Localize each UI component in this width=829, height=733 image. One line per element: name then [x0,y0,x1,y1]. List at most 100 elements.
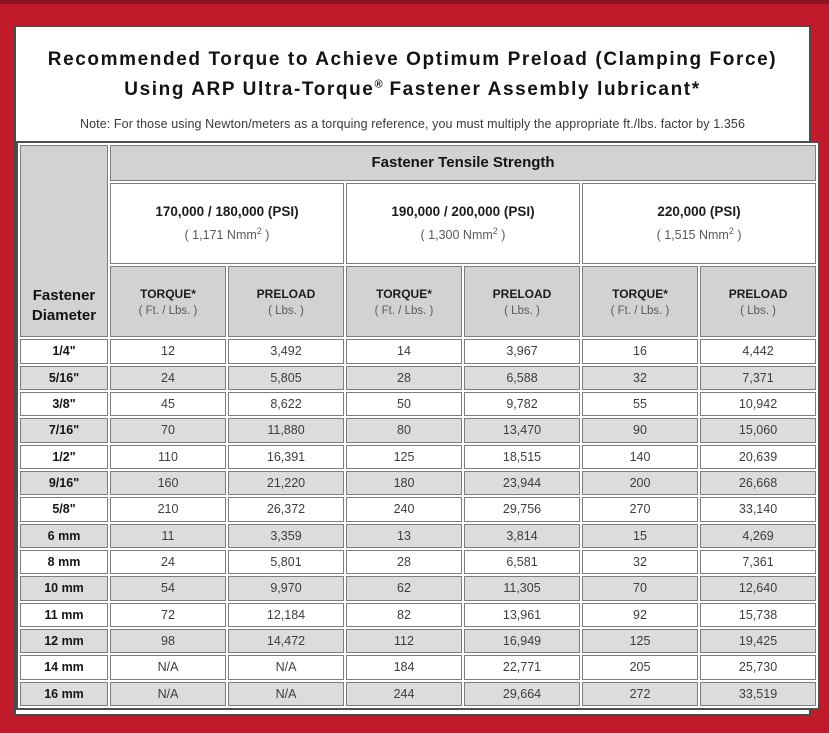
torque-value-cell: 24 [110,365,226,390]
torque-value-cell: 184 [346,655,462,680]
preload-value-cell: N/A [228,681,344,706]
preload-value-cell: 5,805 [228,365,344,390]
header-row-psi: 170,000 / 180,000 (PSI) ( 1,171 Nmm2 ) 1… [20,182,817,265]
torque-value-cell: 205 [582,655,698,680]
preload-value-cell: 12,640 [700,576,817,601]
table-row: 10 mm 54 9,970 62 11,305 70 12,640 [20,576,817,601]
preload-value-cell: 14,472 [228,628,344,654]
torque-value-cell: 112 [346,628,462,654]
torque-value-cell: 272 [582,681,698,706]
preload-value-cell: 29,664 [464,681,580,706]
preload-value-cell: 33,140 [700,497,817,522]
torque-unit-label: ( Ft. / Lbs. ) [138,304,198,317]
preload-value-cell: 7,371 [700,365,817,390]
fastener-diameter-cell: 9/16" [20,470,108,496]
fastener-diameter-cell: 1/4" [20,339,108,364]
fastener-diameter-cell: 1/2" [20,444,108,469]
table-row: 14 mm N/A N/A 184 22,771 205 25,730 [20,655,817,680]
psi-group-3-nmm: ( 1,515 Nmm2 ) [656,226,742,243]
psi-group-3-header: 220,000 (PSI) ( 1,515 Nmm2 ) [582,182,817,265]
torque-value-cell: 24 [110,549,226,575]
fastener-diameter-cell: 6 mm [20,523,108,548]
header-row-torque-preload: TORQUE* ( Ft. / Lbs. ) PRELOAD ( Lbs. ) TORQ… [20,266,817,338]
torque-value-cell: N/A [110,655,226,680]
torque-value-cell: 16 [582,339,698,364]
preload-value-cell: 9,782 [464,391,580,417]
torque-value-cell: N/A [110,681,226,706]
table-row: 1/4" 12 3,492 14 3,967 16 4,442 [20,339,817,364]
torque-value-cell: 15 [582,523,698,548]
torque-label: TORQUE* [612,286,668,301]
torque-value-cell: 80 [346,418,462,443]
preload-value-cell: 8,622 [228,391,344,417]
torque-value-cell: 92 [582,602,698,627]
torque-value-cell: 160 [110,470,226,496]
preload-value-cell: 15,738 [700,602,817,627]
torque-value-cell: 110 [110,444,226,469]
torque-value-cell: 28 [346,365,462,390]
preload-value-cell: 5,801 [228,549,344,575]
preload-value-cell: 23,944 [464,470,580,496]
torque-value-cell: 240 [346,497,462,522]
preload-column-header-group-2: PRELOAD ( Lbs. ) [464,266,580,338]
torque-value-cell: 13 [346,523,462,548]
fastener-diameter-cell: 12 mm [20,628,108,654]
preload-value-cell: 6,581 [464,549,580,575]
title-line2: Using ARP Ultra-Torque® Fastener Assembl… [124,79,701,101]
torque-value-cell: 45 [110,391,226,417]
content-panel: Recommended Torque to Achieve Optimum Pr… [14,25,821,716]
preload-value-cell: 33,519 [700,681,817,706]
preload-label: PRELOAD [256,286,316,301]
preload-column-header-group-1: PRELOAD ( Lbs. ) [228,266,344,338]
torque-value-cell: 82 [346,602,462,627]
torque-value-cell: 90 [582,418,698,443]
fastener-diameter-cell: 5/8" [20,497,108,522]
preload-value-cell: 21,220 [228,470,344,496]
fastener-diameter-cell: 14 mm [20,655,108,680]
torque-value-cell: 270 [582,497,698,522]
title-line1: Recommended Torque to Achieve Optimum Pr… [47,49,778,70]
preload-value-cell: 13,961 [464,602,580,627]
table-row: 8 mm 24 5,801 28 6,581 32 7,361 [20,549,817,575]
preload-value-cell: 13,470 [464,418,580,443]
torque-column-header-group-1: TORQUE* ( Ft. / Lbs. ) [110,266,226,338]
table-row: 6 mm 11 3,359 13 3,814 15 4,269 [20,523,817,548]
fastener-diameter-cell: 3/8" [20,391,108,417]
torque-value-cell: 55 [582,391,698,417]
tensile-strength-header: Fastener Tensile Strength [110,145,817,181]
torque-value-cell: 32 [582,549,698,575]
torque-value-cell: 62 [346,576,462,601]
psi-group-2-nmm: ( 1,300 Nmm2 ) [420,226,506,243]
preload-value-cell: 20,639 [700,444,817,469]
preload-value-cell: 19,425 [700,628,817,654]
psi-group-1-header: 170,000 / 180,000 (PSI) ( 1,171 Nmm2 ) [110,182,344,265]
torque-value-cell: 54 [110,576,226,601]
torque-value-cell: 12 [110,339,226,364]
preload-value-cell: 26,668 [700,470,817,496]
preload-value-cell: 6,588 [464,365,580,390]
preload-value-cell: 25,730 [700,655,817,680]
preload-value-cell: 16,949 [464,628,580,654]
torque-unit-label: ( Ft. / Lbs. ) [374,304,434,317]
page-title: Recommended Torque to Achieve Optimum Pr… [26,45,799,106]
psi-group-1-label: 170,000 / 180,000 (PSI) [155,204,299,220]
torque-table: Fastener Diameter Fastener Tensile Stren… [16,141,821,710]
preload-column-header-group-3: PRELOAD ( Lbs. ) [700,266,817,338]
torque-value-cell: 244 [346,681,462,706]
corner-header-fastener-diameter: Fastener Diameter [20,145,108,338]
preload-value-cell: 12,184 [228,602,344,627]
torque-column-header-group-2: TORQUE* ( Ft. / Lbs. ) [346,266,462,338]
preload-value-cell: 10,942 [700,391,817,417]
frame-top-strip [0,0,829,4]
torque-value-cell: 125 [346,444,462,469]
fastener-diameter-cell: 10 mm [20,576,108,601]
preload-value-cell: 16,391 [228,444,344,469]
preload-value-cell: 3,492 [228,339,344,364]
preload-label: PRELOAD [728,286,788,301]
preload-value-cell: 4,269 [700,523,817,548]
preload-value-cell: 29,756 [464,497,580,522]
preload-value-cell: 3,359 [228,523,344,548]
fastener-diameter-cell: 16 mm [20,681,108,706]
table-row: 11 mm 72 12,184 82 13,961 92 15,738 [20,602,817,627]
